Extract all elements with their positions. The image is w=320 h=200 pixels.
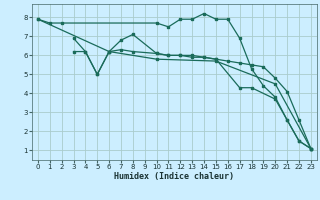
X-axis label: Humidex (Indice chaleur): Humidex (Indice chaleur) bbox=[115, 172, 234, 181]
